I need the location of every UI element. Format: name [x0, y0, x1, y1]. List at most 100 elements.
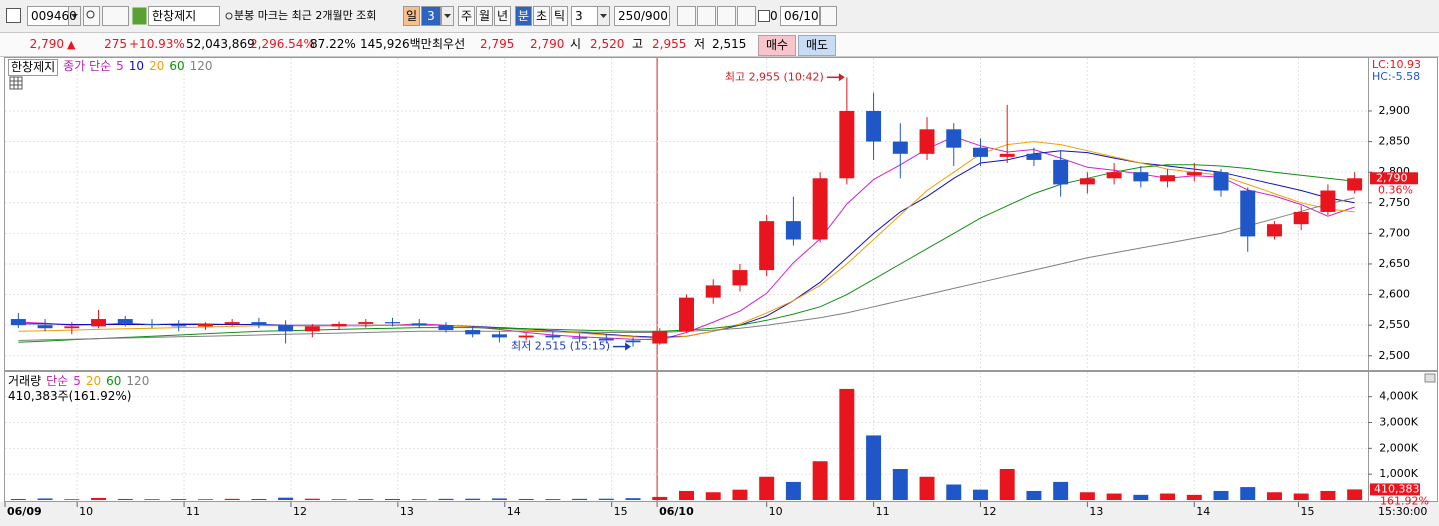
open-label: 시 [570, 37, 582, 51]
volume-bar [572, 498, 588, 500]
candle-body [679, 297, 694, 332]
best-label: 최우선 [432, 37, 466, 51]
volume-legend: 거래량 단순 5 20 60 120 [8, 374, 149, 389]
count-input[interactable]: 250/900 [614, 6, 670, 26]
y-tick-label: 2,550 [1379, 318, 1411, 331]
volume-bar [812, 461, 828, 500]
collapse-button[interactable] [1424, 373, 1436, 383]
candle-body [385, 322, 401, 324]
period-tick[interactable]: 틱 [551, 6, 568, 26]
annotation-head [838, 73, 845, 82]
candle-body [251, 322, 267, 326]
period-year[interactable]: 년 [494, 6, 511, 26]
candle-body [1293, 211, 1309, 225]
dropdown-arrow [600, 14, 607, 18]
volume-bar [64, 499, 80, 500]
settings-button[interactable] [737, 6, 756, 26]
y-tick-label: 2,600 [1379, 288, 1411, 301]
period-week[interactable]: 주 [458, 6, 475, 26]
volume-bar [545, 499, 561, 500]
buy-button[interactable]: 매수 [758, 35, 796, 56]
tool-button[interactable] [677, 6, 696, 26]
candle-body [1320, 190, 1336, 212]
legend-ma-label: 단순 [46, 374, 69, 388]
candle-body [732, 270, 748, 286]
save-button[interactable] [717, 6, 736, 26]
candle-body [598, 338, 614, 341]
change-pct: +10.93% [129, 37, 185, 51]
candle-body [117, 319, 133, 324]
volume-bar [1347, 489, 1363, 500]
name-input[interactable]: 한창제지 [148, 6, 220, 26]
calendar-button[interactable] [820, 6, 837, 26]
volume-bar [91, 497, 107, 500]
volume-bar [652, 496, 668, 500]
menu-icon[interactable] [6, 8, 21, 23]
volume-bar [839, 388, 855, 500]
x-tick-label: 15 [614, 505, 628, 518]
volume-bar [37, 498, 53, 500]
volume-bar [1106, 493, 1122, 500]
date-input[interactable]: 06/10 [780, 6, 820, 26]
y-tick-label: 3,000K [1379, 416, 1418, 429]
candle-body [224, 322, 240, 324]
checkbox[interactable] [758, 10, 770, 22]
candle-body [358, 322, 374, 324]
legend-title: 한창제지 [8, 59, 59, 76]
y-tick-label: 2,000K [1379, 441, 1418, 454]
candle-body [812, 178, 828, 240]
x-tick-label: 11 [876, 505, 890, 518]
volume-bar [1293, 493, 1309, 500]
y-tick-label: 2,900 [1379, 104, 1411, 117]
volume-bar [705, 492, 721, 500]
period-month[interactable]: 월 [476, 6, 493, 26]
legend-item: 120 [189, 59, 213, 73]
change-arrow: ▲ [67, 38, 76, 51]
interval-input[interactable]: 3 [571, 6, 598, 26]
candle-body [1106, 172, 1122, 179]
volume-bar [438, 498, 454, 500]
period-n[interactable]: 3 [421, 6, 441, 26]
candle-body [1266, 224, 1282, 237]
candle-body [1347, 178, 1363, 191]
credit-badge [132, 7, 147, 25]
candle-body [625, 340, 641, 343]
volume-bar [972, 489, 988, 500]
volume-bar [251, 498, 267, 500]
x-tick-label: 14 [1196, 505, 1210, 518]
candle-body [839, 110, 855, 179]
code-input[interactable]: 009460 [27, 6, 77, 26]
x-tick-label: 13 [1089, 505, 1103, 518]
candle-body [304, 326, 320, 332]
last-volume-label: 410,383 [1374, 482, 1420, 495]
volume-bar [785, 481, 801, 500]
volume: 52,043,869 [186, 37, 255, 51]
volume-bar [224, 498, 240, 500]
check-label: 0 [770, 9, 778, 23]
last-volume-pct: 161.92% [1380, 494, 1429, 507]
period-minute[interactable]: 분 [515, 6, 532, 26]
volume-bar [411, 499, 427, 500]
tool-button[interactable] [697, 6, 716, 26]
volume-bar [1079, 492, 1095, 500]
notice-icon [225, 12, 233, 20]
period-day[interactable]: 일 [403, 6, 420, 26]
legend-item: 120 [126, 374, 150, 388]
x-tick-label: 12 [293, 505, 307, 518]
volume-bar [1160, 493, 1176, 500]
x-tick-label: 12 [982, 505, 996, 518]
y-tick-label: 2,500 [1379, 349, 1411, 362]
search-button[interactable] [83, 6, 100, 26]
volume-bar [1026, 490, 1042, 500]
volume-bar [1266, 492, 1282, 500]
volume-bar [759, 476, 775, 500]
x-tick-label: 10 [79, 505, 93, 518]
y-tick-label: 2,850 [1379, 135, 1411, 148]
period-second[interactable]: 초 [533, 6, 550, 26]
volume-bar [946, 484, 962, 500]
sound-button[interactable] [102, 6, 129, 26]
x-axis-band [0, 502, 1439, 526]
candle-body [91, 319, 107, 327]
candle-body [411, 323, 427, 326]
sell-button[interactable]: 매도 [798, 35, 836, 56]
